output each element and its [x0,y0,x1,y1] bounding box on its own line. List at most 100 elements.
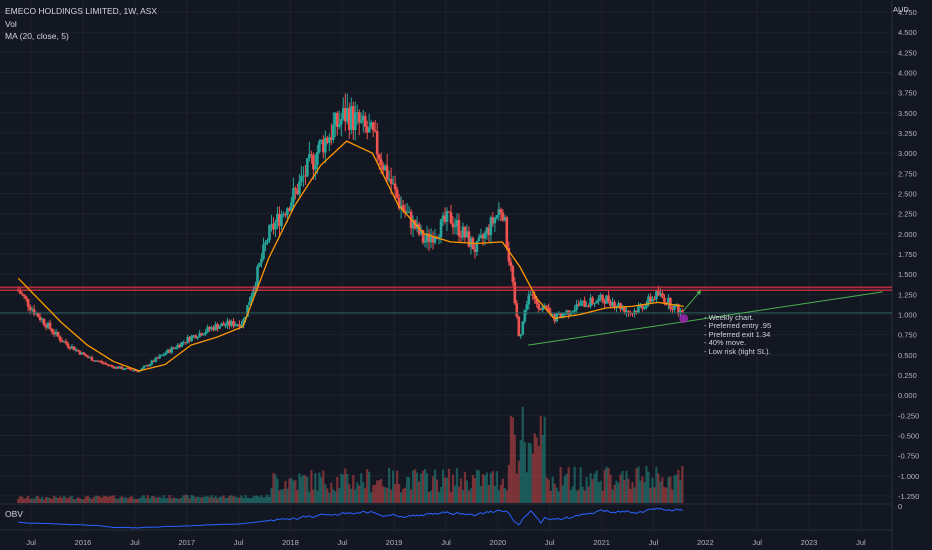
candle-body [623,307,626,313]
candle-body [449,212,453,224]
candle-body [220,323,223,327]
candle-body [98,361,102,363]
volume-bar [425,473,429,503]
volume-bar [360,473,363,503]
volume-bar [368,471,371,503]
volume-bar [625,470,628,503]
candle-body [74,349,78,351]
candle-body [84,354,88,357]
candle-body [403,210,407,213]
candle-body [302,175,305,177]
candle-body [517,316,521,337]
candle-body [106,364,110,366]
volume-bar [671,489,674,503]
volume-bar [266,494,269,503]
volume-bar [96,495,100,503]
volume-bar [595,470,598,503]
candle-body [240,324,243,327]
candle-body [38,316,42,321]
volume-bar [633,487,636,503]
volume-bar [467,490,471,503]
candle-body [655,291,658,300]
volume-bar [46,497,50,503]
candle-body [601,294,604,301]
volume-bar [152,496,155,503]
candle-body [359,120,363,123]
candle-body [182,342,186,344]
volume-bar [503,487,506,503]
candle-body [278,213,281,227]
volume-bar [200,497,203,503]
volume-bar [42,499,46,503]
volume-bar [501,478,504,503]
candle-body [330,137,333,140]
candle-body [198,333,201,338]
candle-body [487,227,491,236]
candle-body [236,324,239,326]
volume-bar [136,498,139,503]
price-tick-label: -0.250 [898,411,919,420]
ma-line [17,140,684,372]
time-tick-label: Jul [752,538,762,547]
candle-body [62,341,66,343]
candle-body [318,141,321,153]
candle-body [290,202,293,211]
volume-bar [62,495,66,503]
candle-body [118,366,122,369]
candle-body [130,369,134,371]
candle-body [308,154,311,159]
candle-body [575,304,578,310]
volume-bar [312,489,315,503]
candle-body [533,295,537,300]
candle-body [32,309,36,315]
candle-body [262,244,265,259]
candle-body [443,215,447,222]
candle-body [503,217,507,221]
volume-bar [208,497,211,503]
volume-bar [86,495,90,503]
volume-bar [641,476,644,503]
volume-bar [394,483,397,503]
volume-bar [447,468,451,503]
candle-body [579,301,582,306]
candle-body [196,337,199,339]
volume-bar [575,490,578,503]
candle-body [242,319,245,325]
candle-body [178,344,182,347]
volume-bar [352,475,355,503]
volume-bar [489,472,492,503]
obv-legend: OBV [5,509,23,519]
candle-body [509,261,513,267]
candle-body [48,322,52,329]
volume-bar [455,468,459,503]
time-tick-label: Jul [441,538,451,547]
time-tick-label: 2017 [178,538,195,547]
price-tick-label: -0.500 [898,431,919,440]
volume-bar [366,469,369,503]
candle-body [679,310,682,314]
time-tick-label: Jul [234,538,244,547]
candle-body [78,351,82,355]
volume-bar [487,485,490,503]
volume-bar [122,497,125,503]
volume-bar [76,497,80,503]
volume-bar [64,497,68,503]
candle-body [116,366,120,369]
price-tick-label: 2.500 [898,190,917,199]
volume-bar [170,498,173,503]
obv-line [18,507,683,529]
candle-body [94,360,98,362]
volume-bar [451,474,455,503]
candle-body [565,310,568,314]
volume-bar [465,480,469,503]
candle-body [108,365,112,367]
candle-body [186,336,189,343]
volume-bar [260,495,263,503]
candle-body [26,298,30,307]
volume-bar [637,466,640,503]
volume-bar [280,489,283,503]
volume-bar [517,460,520,503]
candle-body [357,112,361,123]
candle-body [667,297,670,305]
